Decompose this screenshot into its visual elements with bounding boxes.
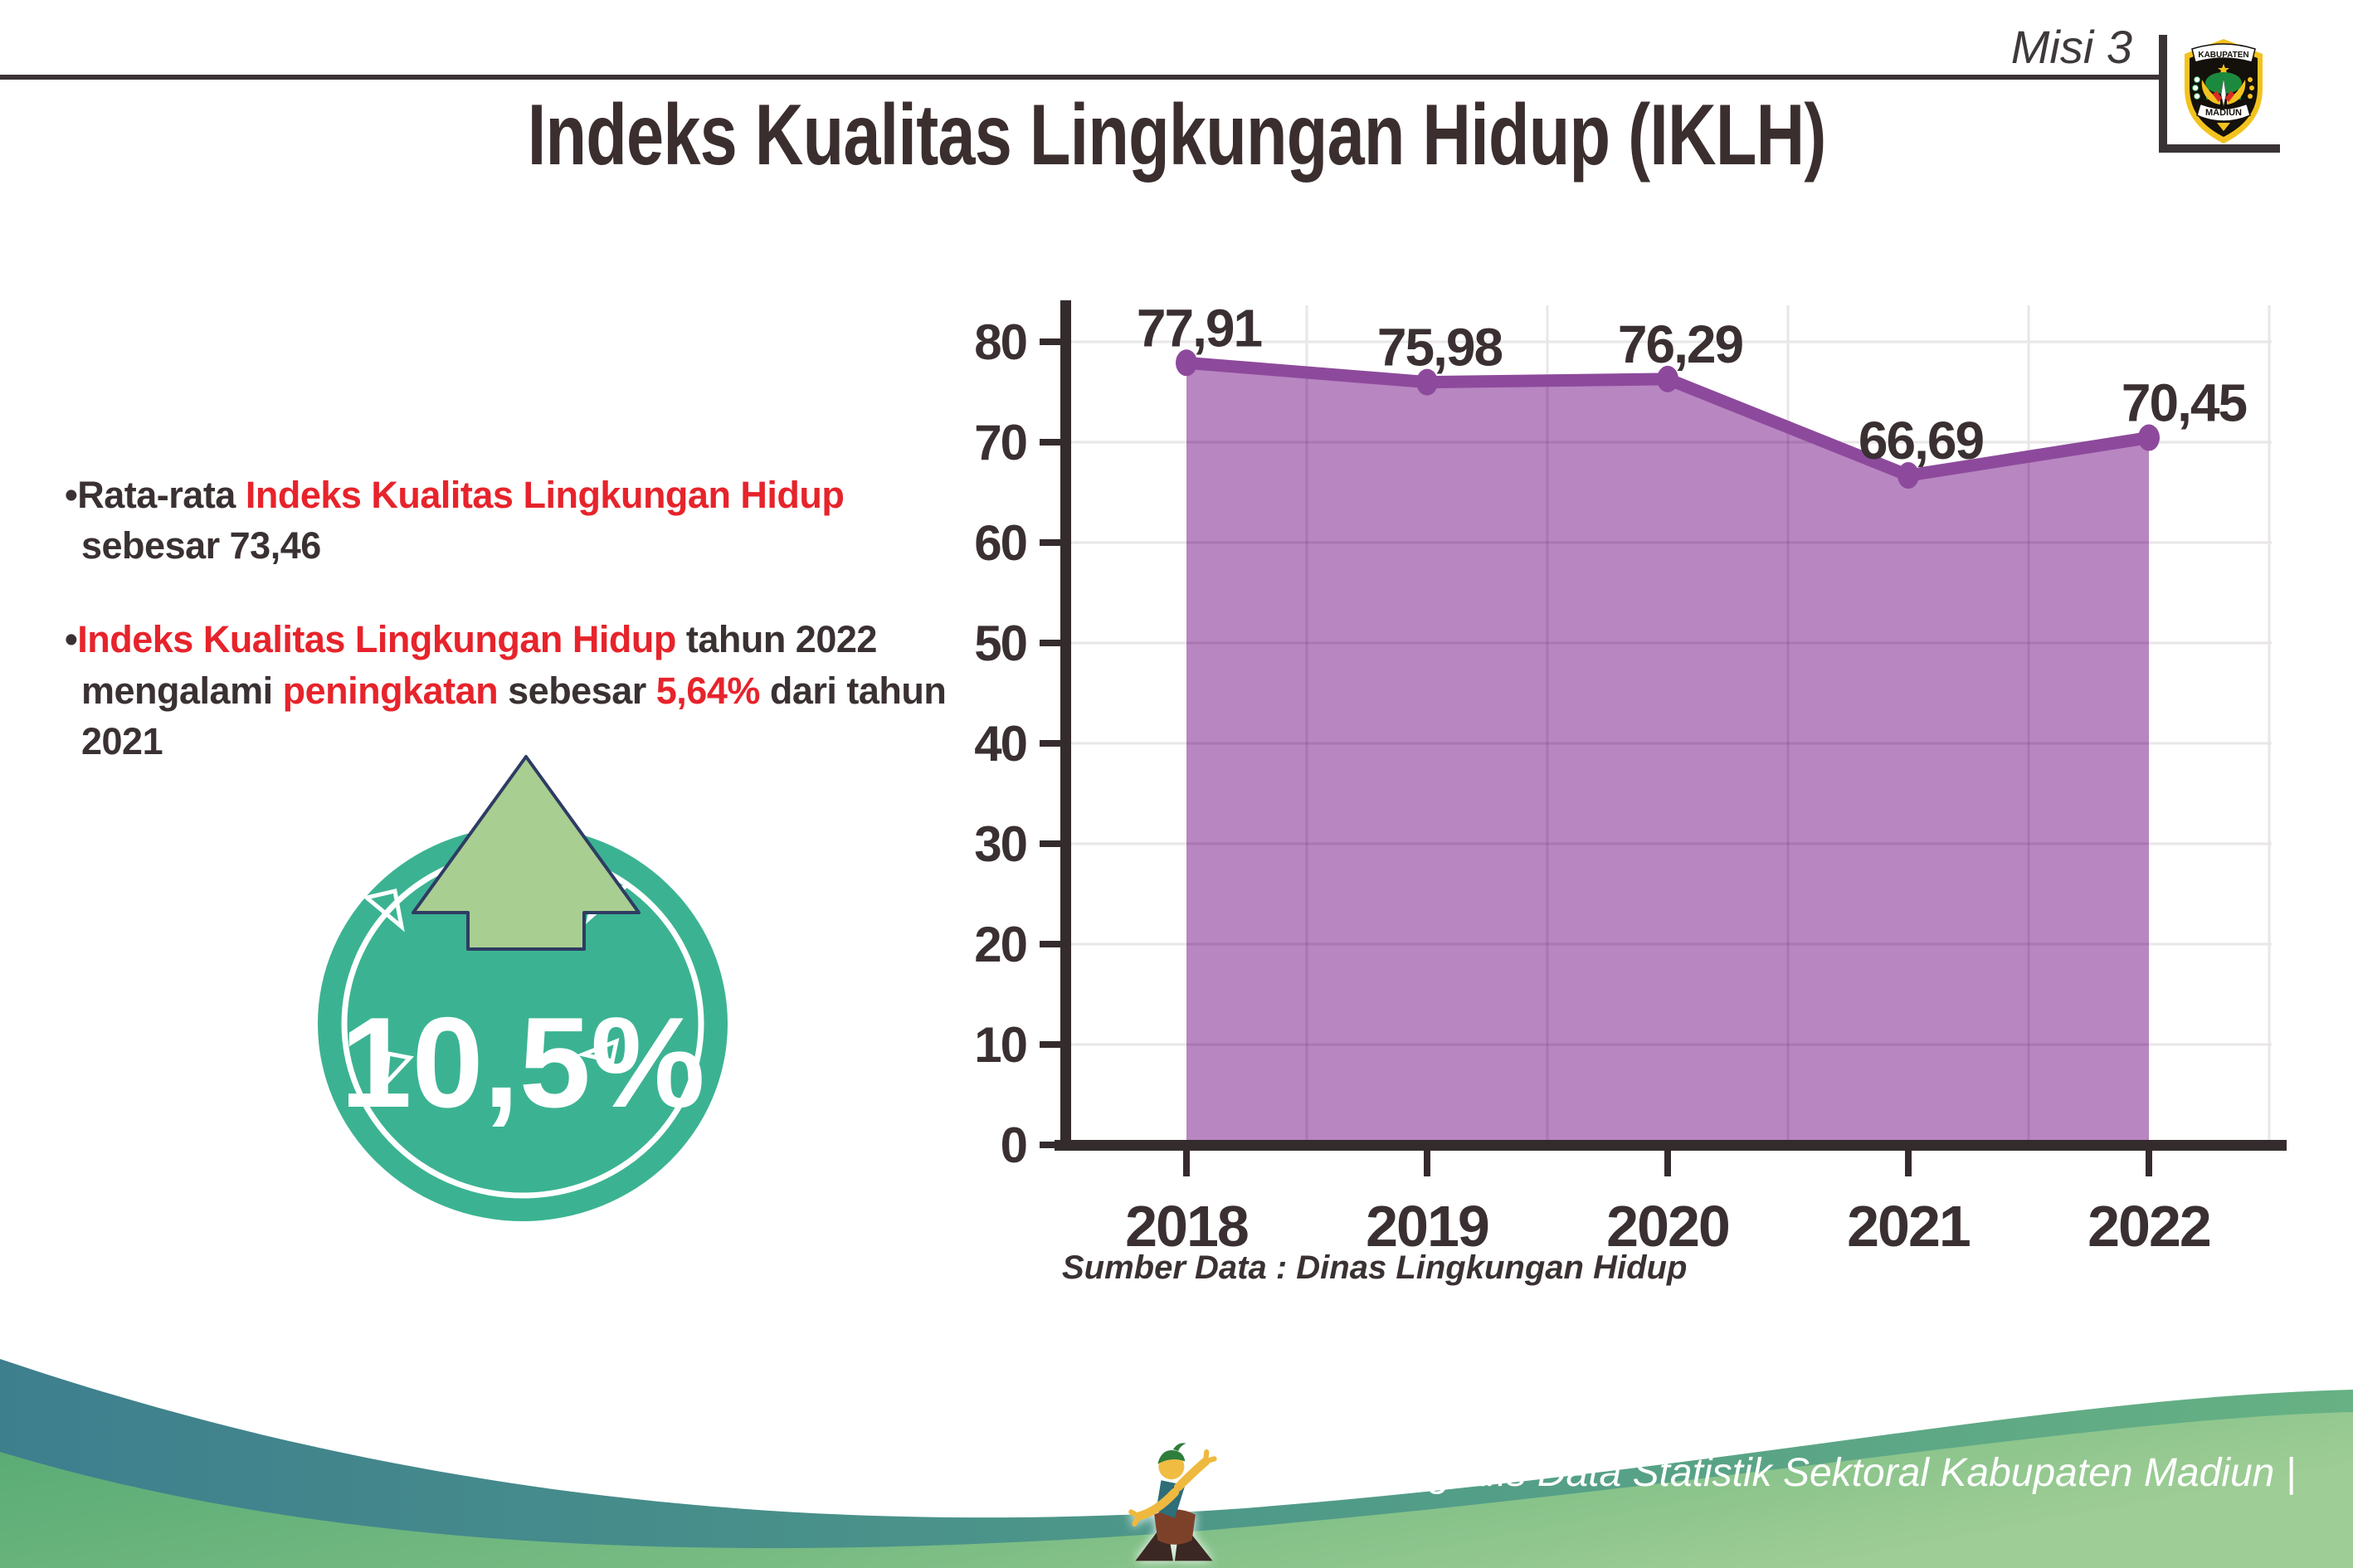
dancer-mascot-icon bbox=[1128, 1443, 1217, 1561]
bullet1-highlight: Indeks Kualitas Lingkungan Hidup bbox=[245, 474, 845, 516]
key-findings: •Rata-rata Indeks Kualitas Lingkungan Hi… bbox=[65, 470, 982, 810]
right-wing bbox=[2227, 80, 2246, 105]
bottom-banner bbox=[2196, 102, 2251, 122]
footer-waves bbox=[0, 1359, 2353, 1568]
data-label: 77,91 bbox=[1137, 298, 1262, 358]
accent-triangle-icon bbox=[382, 1051, 414, 1089]
star-icon bbox=[2218, 64, 2229, 75]
footer: Media Infografis Data Statistik Sektoral… bbox=[0, 1319, 2353, 1568]
bullet-glyph: • bbox=[65, 618, 78, 661]
bullet2-text3: dari tahun 2021 bbox=[81, 669, 947, 762]
data-point bbox=[1898, 462, 1919, 489]
x-tick-label: 2022 bbox=[2087, 1194, 2210, 1259]
mascot-right-arm bbox=[1173, 1457, 1211, 1492]
bullet2-highlight1: Indeks Kualitas Lingkungan Hidup bbox=[77, 618, 676, 661]
bullet-increase-2022: •Indeks Kualitas Lingkungan Hidup tahun … bbox=[65, 614, 982, 767]
data-label: 75,98 bbox=[1377, 318, 1503, 377]
kabupaten-madiun-logo-icon: KABUPATEN MADIUN bbox=[2185, 39, 2263, 144]
data-point bbox=[2138, 424, 2160, 451]
bullet2-text2: sebesar bbox=[498, 669, 656, 712]
y-tick-label: 50 bbox=[974, 616, 1026, 671]
logo-top-text: KABUPATEN bbox=[2198, 51, 2248, 60]
logo-bracket-vertical bbox=[2159, 35, 2167, 153]
growth-badge: 10,5% bbox=[318, 755, 728, 1221]
data-label: 70,45 bbox=[2122, 373, 2247, 433]
mascot-left-hand bbox=[1128, 1509, 1142, 1527]
front-wave bbox=[0, 1412, 2353, 1568]
y-axis bbox=[1060, 300, 1071, 1151]
bullet2-highlight2: peningkatan bbox=[282, 669, 499, 712]
bullet2-percentage: 5,64% bbox=[655, 669, 761, 712]
bullet1-text: Rata-rata bbox=[77, 474, 246, 516]
header-rule bbox=[0, 75, 2162, 80]
mascot-skirt bbox=[1154, 1509, 1196, 1545]
data-point bbox=[1416, 368, 1438, 396]
cotton-bolls bbox=[2191, 75, 2201, 100]
source-note: Sumber Data : Dinas Lingkungan Hidup bbox=[1062, 1249, 1688, 1286]
mascot-cap-leaf bbox=[1172, 1443, 1186, 1452]
x-tick-label: 2020 bbox=[1606, 1194, 1729, 1259]
bullet2-text1: tahun 2022 mengalami bbox=[81, 618, 877, 712]
area-fill bbox=[1186, 363, 2149, 1145]
data-point bbox=[1176, 349, 1197, 377]
data-label: 76,29 bbox=[1618, 314, 1743, 374]
page-title-text: Indeks Kualitas Lingkungan Hidup (IKLH) bbox=[527, 87, 1827, 183]
left-wing bbox=[2201, 80, 2220, 105]
mascot-right-hand bbox=[1203, 1449, 1217, 1464]
badge-circle bbox=[318, 826, 728, 1221]
y-tick-label: 0 bbox=[1001, 1118, 1026, 1173]
misi-label: Misi 3 bbox=[2010, 21, 2132, 73]
logo-bracket-horizontal bbox=[2159, 144, 2280, 153]
bottom-emblem bbox=[2217, 123, 2230, 131]
bullet1-value: sebesar 73,46 bbox=[81, 524, 321, 567]
up-arrow-icon bbox=[412, 755, 641, 951]
right-ribbon bbox=[2225, 90, 2234, 102]
left-ribbon bbox=[2213, 90, 2222, 102]
x-axis bbox=[1055, 1140, 2287, 1151]
y-tick-label: 60 bbox=[974, 515, 1026, 571]
badge-value: 10,5% bbox=[340, 991, 705, 1134]
top-banner bbox=[2191, 43, 2256, 63]
logo-bottom-text: MADIUN bbox=[2205, 108, 2242, 118]
y-tick-label: 40 bbox=[974, 716, 1026, 772]
x-tick-label: 2021 bbox=[1847, 1194, 1970, 1259]
accent-triangle-icon bbox=[362, 888, 405, 933]
data-label: 66,69 bbox=[1859, 411, 1984, 470]
y-tick-label: 80 bbox=[974, 314, 1026, 370]
spear bbox=[2220, 77, 2227, 107]
rice-grains bbox=[2248, 77, 2254, 99]
y-tick-label: 70 bbox=[974, 415, 1026, 470]
bullet-glyph: • bbox=[65, 474, 78, 516]
y-tick-label: 10 bbox=[974, 1017, 1026, 1073]
x-tick-label: 2018 bbox=[1125, 1194, 1248, 1259]
mascot-cap bbox=[1157, 1450, 1186, 1464]
mascot-left-arm bbox=[1134, 1488, 1180, 1521]
y-tick-label: 30 bbox=[974, 816, 1026, 872]
data-point bbox=[1657, 365, 1678, 392]
accent-triangle-icon bbox=[576, 1037, 620, 1064]
iklh-area-chart: 0 10 20 30 40 50 60 70 80 2018 2019 2020 2021 2022 77,… bbox=[974, 298, 2287, 1259]
bullet-average-iklh: •Rata-rata Indeks Kualitas Lingkungan Hi… bbox=[65, 470, 982, 571]
footer-caption: Media Infografis Data Statistik Sektoral… bbox=[1243, 1451, 2297, 1495]
x-tick-label: 2019 bbox=[1366, 1194, 1488, 1259]
y-tick-label: 20 bbox=[974, 917, 1026, 972]
page-title: Indeks Kualitas Lingkungan Hidup (IKLH) bbox=[0, 86, 2353, 185]
